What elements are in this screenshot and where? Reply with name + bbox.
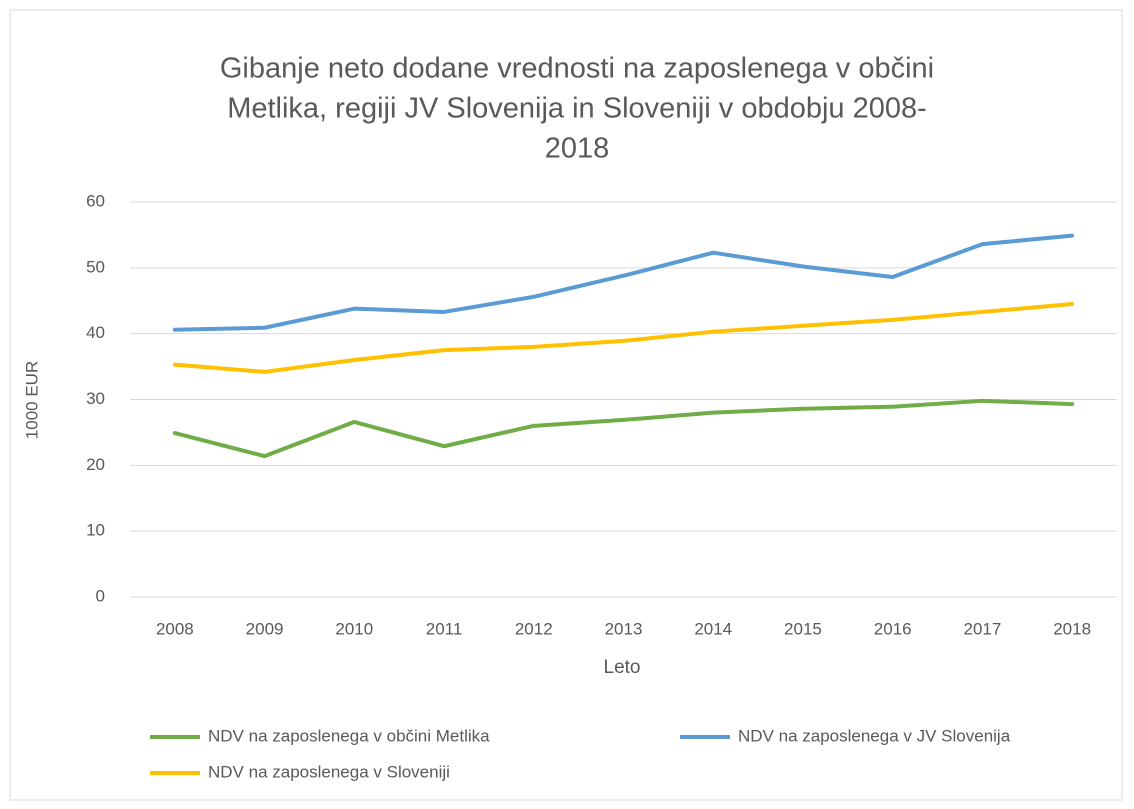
y-tick-label: 0 <box>96 586 105 605</box>
chart-border <box>9 9 1123 801</box>
y-tick-label: 30 <box>86 389 105 408</box>
line-series <box>172 398 1075 459</box>
x-tick-label: 2013 <box>605 619 643 638</box>
x-tick-label: 2008 <box>156 619 194 638</box>
chart-title: 2018 <box>545 133 610 165</box>
x-tick-label: 2011 <box>426 619 463 638</box>
legend-label: NDV na zaposlenega v JV Slovenija <box>738 726 1011 745</box>
x-axis-title: Leto <box>604 657 641 678</box>
legend-label: NDV na zaposlenega v Sloveniji <box>208 762 450 781</box>
y-tick-label: 60 <box>86 191 105 210</box>
x-tick-label: 2017 <box>963 619 1001 638</box>
line-series <box>172 233 1075 332</box>
chart-title: Gibanje neto dodane vrednosti na zaposle… <box>220 53 934 85</box>
y-axis-title: 1000 EUR <box>22 361 41 439</box>
chart-title: Metlika, regiji JV Slovenija in Slovenij… <box>227 93 927 125</box>
x-tick-label: 2016 <box>874 619 912 638</box>
y-tick-label: 10 <box>86 521 105 540</box>
y-tick-label: 40 <box>86 323 105 342</box>
x-tick-label: 2018 <box>1053 619 1091 638</box>
line-series <box>172 302 1075 374</box>
y-tick-label: 20 <box>86 455 105 474</box>
x-tick-label: 2014 <box>694 619 732 638</box>
x-tick-label: 2010 <box>335 619 373 638</box>
x-tick-label: 2009 <box>246 619 284 638</box>
legend-label: NDV na zaposlenega v občini Metlika <box>208 726 490 745</box>
x-tick-label: 2015 <box>784 619 822 638</box>
y-tick-label: 50 <box>86 257 105 276</box>
x-tick-label: 2012 <box>515 619 553 638</box>
